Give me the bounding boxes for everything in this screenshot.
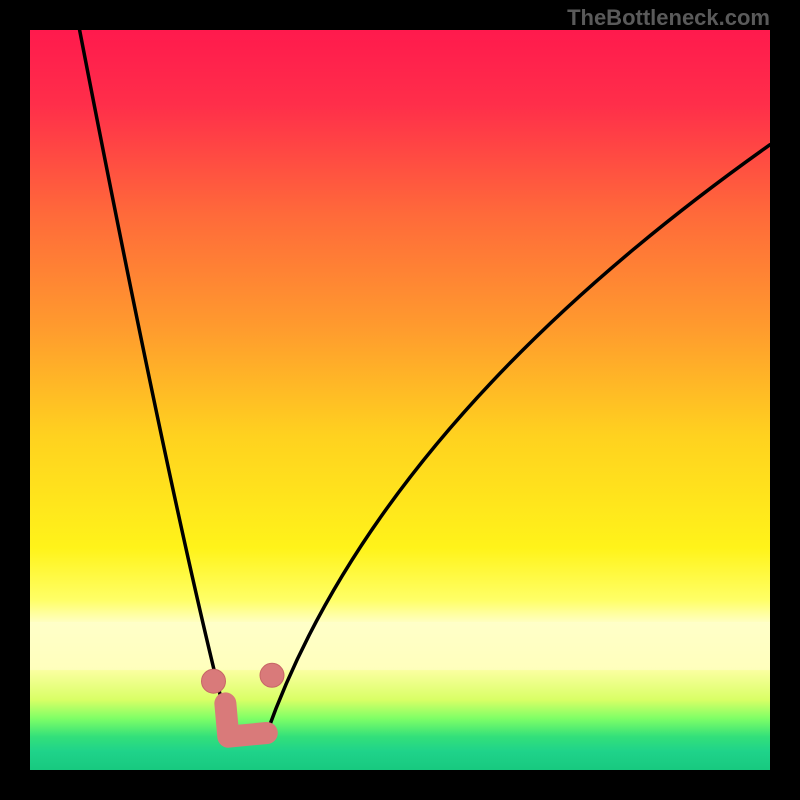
- watermark-text: TheBottleneck.com: [567, 5, 770, 31]
- chart-frame: TheBottleneck.com: [0, 0, 800, 800]
- pale-band: [30, 622, 770, 670]
- gradient-background: [30, 30, 770, 770]
- plot-area: [30, 30, 770, 770]
